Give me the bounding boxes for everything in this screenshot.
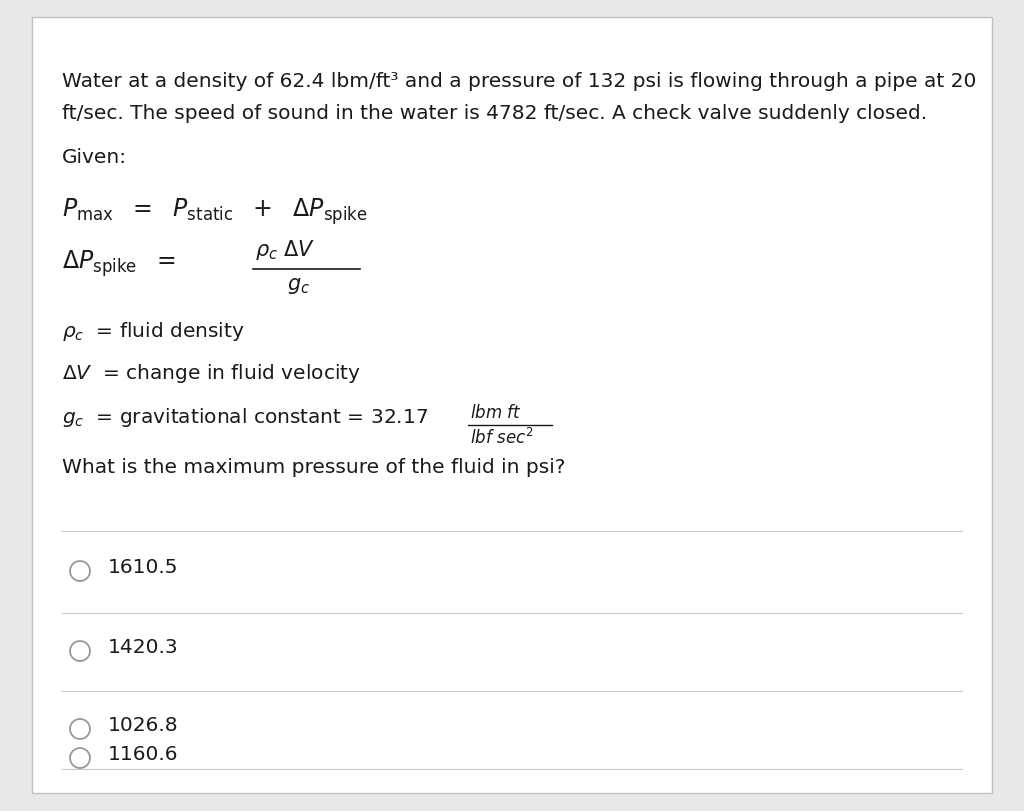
Text: ft/sec. The speed of sound in the water is 4782 ft/sec. A check valve suddenly c: ft/sec. The speed of sound in the water … [62, 104, 927, 122]
Text: $\mathit{lbm}\ \mathit{ft}$: $\mathit{lbm}\ \mathit{ft}$ [470, 404, 521, 422]
Text: $\mathit{lbf}\ \mathit{sec}^2$: $\mathit{lbf}\ \mathit{sec}^2$ [470, 427, 534, 448]
Text: 1420.3: 1420.3 [108, 637, 178, 656]
Text: Given:: Given: [62, 148, 127, 167]
Text: $\mathit{\rho}_c$  = fluid density: $\mathit{\rho}_c$ = fluid density [62, 320, 245, 342]
Text: $\mathit{P}_{\mathrm{max}}\ \ =\ \ \mathit{P}_{\mathrm{static}}\ \ +\ \ \Delta \: $\mathit{P}_{\mathrm{max}}\ \ =\ \ \math… [62, 195, 368, 226]
Text: $\Delta V$  = change in fluid velocity: $\Delta V$ = change in fluid velocity [62, 362, 361, 384]
Text: $\Delta \mathit{P}_{\mathrm{spike}}\ \ =$: $\Delta \mathit{P}_{\mathrm{spike}}\ \ =… [62, 247, 176, 278]
Text: 1610.5: 1610.5 [108, 557, 178, 577]
Text: $\mathit{g}_c$: $\mathit{g}_c$ [287, 276, 310, 296]
Text: What is the maximum pressure of the fluid in psi?: What is the maximum pressure of the flui… [62, 457, 565, 476]
Text: 1160.6: 1160.6 [108, 744, 178, 763]
Text: 1026.8: 1026.8 [108, 715, 178, 734]
Text: Water at a density of 62.4 lbm/ft³ and a pressure of 132 psi is flowing through : Water at a density of 62.4 lbm/ft³ and a… [62, 72, 976, 91]
Text: $\mathit{\rho}_c\ \Delta V$: $\mathit{\rho}_c\ \Delta V$ [255, 238, 315, 262]
Text: $\mathit{g}_c$  = gravitational constant = 32.17: $\mathit{g}_c$ = gravitational constant … [62, 406, 428, 428]
